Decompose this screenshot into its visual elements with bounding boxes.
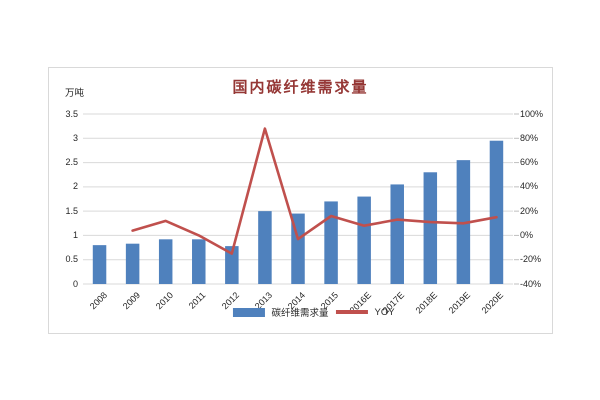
left-axis-tick-label: 3.5 [65,108,78,119]
bar-2009 [125,243,140,284]
legend-line-label: YOY [374,306,395,318]
left-axis-tick-label: 1.5 [65,205,78,216]
legend-line-swatch-icon [335,310,368,314]
right-axis-tick-label: -40% [520,278,542,289]
right-axis-tick-label: 20% [520,205,539,216]
bar-2010 [158,239,173,284]
right-axis-tick-label: 80% [520,132,539,143]
right-axis-tick-label: 40% [520,181,539,192]
bar-2012 [225,246,239,284]
chart-title: 国内碳纤维需求量 [232,80,369,96]
left-axis-tick-label: 1 [72,229,78,240]
left-axis-tick-label: 2.5 [65,157,78,168]
yoy-line [131,127,498,255]
right-axis-tick-label: 0% [520,229,534,240]
chart-panel: 国内碳纤维需求量 万吨 3.5 3 2.5 2 1.5 1 0.5 0 100% 80% 60% 4… [48,67,553,334]
bar-2008 [92,245,107,284]
left-axis-tick-label: 0 [72,278,78,289]
legend-bar-swatch-icon [232,307,265,317]
bar-2015 [324,201,338,284]
left-axis-tick-label: 3 [72,132,78,143]
plot-area [83,113,519,285]
left-axis-tick-label: 0.5 [65,254,78,265]
bar-2011 [192,239,206,284]
legend: 碳纤维需求量 YOY [232,305,396,319]
y-axis-unit-label: 万吨 [65,89,85,99]
bar-2017E [390,184,404,284]
bar-2016E [357,196,371,284]
bar-2013 [258,211,272,284]
bar-2018E [423,172,438,284]
left-axis-tick-label: 2 [72,181,78,192]
right-axis-tick-label: 60% [520,157,539,168]
legend-bar-label: 碳纤维需求量 [271,308,329,319]
right-axis-tick-label: -20% [520,254,542,265]
bar-2020E [489,140,504,284]
right-axis-tick-label: 100% [520,108,544,119]
